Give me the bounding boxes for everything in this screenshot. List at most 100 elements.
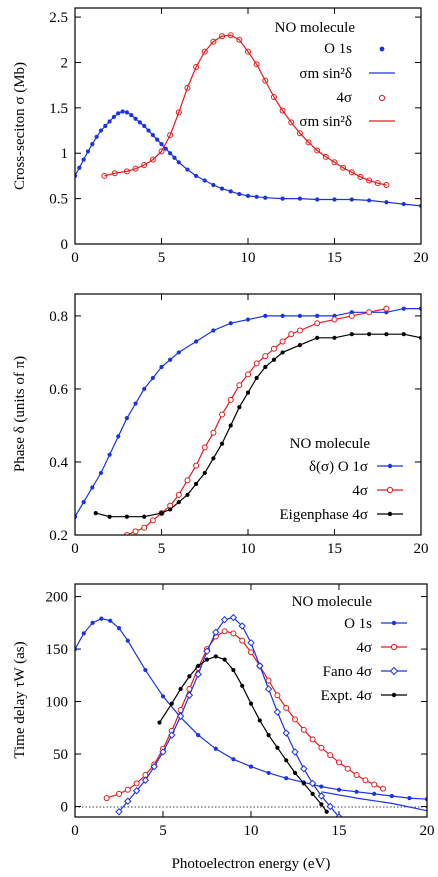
data-point xyxy=(150,762,158,771)
y-axis-label: Time delay τW (as) xyxy=(12,641,28,758)
y-axis-label: Cross-seciton σ (Mb) xyxy=(12,62,28,190)
data-point xyxy=(262,353,269,360)
x-tick-label: 0 xyxy=(71,823,79,839)
y-tick-label: 0 xyxy=(61,237,69,253)
data-point xyxy=(301,781,306,786)
data-point xyxy=(273,708,282,716)
data-point xyxy=(133,780,140,787)
data-point xyxy=(317,792,326,800)
data-point xyxy=(247,639,255,647)
data-point xyxy=(93,510,98,516)
data-point xyxy=(149,517,156,524)
data-point xyxy=(274,692,281,699)
legend-label-delta-o1s: δ(σ) O 1σ xyxy=(309,459,368,475)
data-point xyxy=(168,357,173,362)
x-tick-label: 20 xyxy=(414,250,429,266)
legend: NO molecule O 1s 4σ Fano 4σ Expt. 4σ xyxy=(292,594,407,704)
data-point xyxy=(401,332,406,337)
series-line-1 xyxy=(126,308,387,535)
data-point xyxy=(193,462,200,469)
data-point xyxy=(124,786,131,793)
legend-marker-4sigma xyxy=(386,486,394,494)
y-tick-label: 1 xyxy=(61,146,69,162)
data-point xyxy=(228,321,233,326)
y-tick-label: 100 xyxy=(46,695,69,711)
data-point xyxy=(362,777,369,784)
data-point xyxy=(300,726,307,733)
data-point xyxy=(315,335,320,340)
data-point xyxy=(366,309,373,316)
data-point xyxy=(336,759,342,766)
data-point xyxy=(256,662,264,670)
data-point xyxy=(231,667,236,673)
data-point xyxy=(116,790,122,797)
data-point xyxy=(291,748,299,756)
data-point xyxy=(331,316,338,323)
data-point xyxy=(176,712,185,720)
x-tick-label: 5 xyxy=(158,250,166,266)
data-point xyxy=(219,441,225,446)
data-point xyxy=(292,716,298,723)
axis-ticks: 0 5 10 15 20 0 0.5 1 1.5 2 2.5 xyxy=(49,8,429,266)
data-point xyxy=(248,764,254,769)
series-line-2 xyxy=(118,616,340,817)
x-tick-label: 5 xyxy=(158,541,166,557)
y-tick-label: 0.2 xyxy=(49,528,68,544)
data-point xyxy=(380,785,386,792)
data-point xyxy=(349,332,354,337)
data-point xyxy=(271,357,277,362)
data-point xyxy=(213,654,218,659)
data-point xyxy=(142,386,147,392)
data-point xyxy=(123,532,130,535)
data-point xyxy=(160,694,166,699)
data-point xyxy=(169,701,174,706)
data-point xyxy=(266,733,271,738)
data-point xyxy=(326,802,334,811)
data-point xyxy=(141,524,148,531)
data-point xyxy=(284,758,289,763)
y-tick-label: 2.5 xyxy=(49,10,68,26)
data-point xyxy=(284,776,289,781)
x-tick-label: 0 xyxy=(71,250,79,266)
plot-frame xyxy=(74,293,422,536)
data-point xyxy=(292,770,298,776)
data-point xyxy=(344,765,351,772)
legend-label-expt: Expt. 4σ xyxy=(321,688,372,704)
data-point xyxy=(157,720,162,725)
data-point xyxy=(116,434,121,439)
data-point xyxy=(132,787,141,795)
data-point xyxy=(116,625,122,631)
data-point xyxy=(275,745,280,750)
legend-marker-o1s xyxy=(391,620,397,626)
series-line-0 xyxy=(75,308,421,518)
y-tick-label: 0 xyxy=(61,800,69,816)
data-point xyxy=(308,779,317,788)
data-point xyxy=(124,797,132,805)
data-point xyxy=(210,429,217,436)
data-point xyxy=(263,313,268,319)
data-point xyxy=(319,784,324,789)
data-point xyxy=(124,514,129,519)
legend-label-eigenphase: Eigenphase 4σ xyxy=(280,507,368,523)
data-point xyxy=(318,744,325,751)
data-point xyxy=(143,667,148,673)
data-point xyxy=(324,809,329,814)
data-point xyxy=(264,685,273,693)
legend-marker-eigenphase xyxy=(387,511,393,517)
data-point xyxy=(211,456,216,461)
data-point xyxy=(133,401,138,406)
data-point xyxy=(270,345,277,352)
data-point xyxy=(159,748,167,756)
data-point xyxy=(150,375,155,381)
data-point xyxy=(401,306,406,311)
data-point xyxy=(178,686,183,692)
x-tick-label: 15 xyxy=(327,250,342,266)
data-point xyxy=(201,444,208,451)
data-point xyxy=(159,510,164,516)
data-point xyxy=(348,312,355,319)
data-point xyxy=(231,757,236,762)
legend-title: NO molecule xyxy=(275,20,356,36)
x-tick-label: 10 xyxy=(241,250,256,266)
data-point xyxy=(194,670,202,678)
